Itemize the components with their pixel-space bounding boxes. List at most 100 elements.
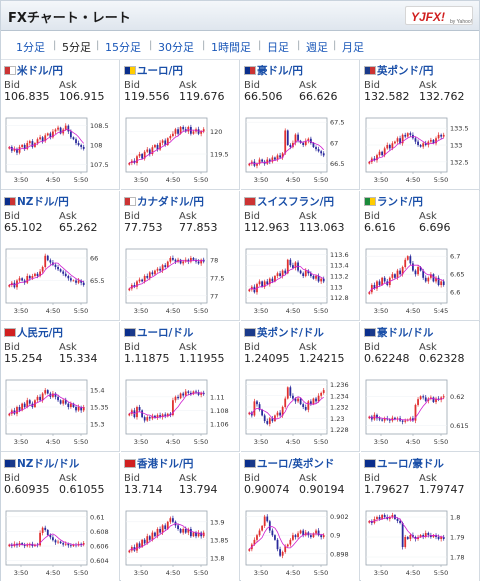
y-tick-label: 0.9 — [330, 532, 340, 540]
pair-name[interactable]: スイスフラン/円 — [244, 194, 334, 209]
candle-body — [299, 270, 302, 274]
candle-body — [276, 539, 279, 550]
candle-body — [376, 414, 378, 419]
candle-body — [388, 419, 391, 421]
candle-body — [427, 533, 430, 535]
candle-body — [401, 523, 404, 547]
candle-body — [41, 137, 44, 142]
candle-body — [406, 537, 409, 539]
yjfx-logo[interactable]: YJFX! by Yahoo! — [405, 6, 473, 25]
candle-body — [422, 143, 425, 147]
y-tick-label: 1.232 — [330, 404, 349, 412]
x-tick-label: 5:50 — [194, 176, 209, 184]
pair-name[interactable]: NZドル/ドル — [4, 456, 79, 471]
tab-7[interactable]: 週足 — [306, 41, 328, 54]
candle-body — [151, 415, 154, 419]
pair-name[interactable]: 英ポンド/ドル — [244, 325, 324, 340]
pair-card[interactable]: 英ポンド/ドル Bid Ask 1.24095 1.24215 1.236 1.234 1.2… — [241, 322, 360, 452]
pair-card[interactable]: カナダドル/円 Bid Ask 77.753 77.853 78 77.5 77 3:50 4:5… — [121, 191, 240, 321]
pair-card[interactable]: ユーロ/英ポンド Bid Ask 0.90074 0.90194 0.902 0.9 0.89… — [241, 453, 360, 581]
candle-body — [286, 259, 289, 274]
pair-card[interactable]: 豪ドル/ドル Bid Ask 0.62248 0.62328 0.62 0.615 3:50 4… — [361, 322, 480, 452]
pair-name[interactable]: ユーロ/ドル — [124, 325, 193, 340]
y-tick-label: 1.236 — [330, 381, 349, 389]
pair-card[interactable]: NZドル/円 Bid Ask 65.102 65.262 66 65.5 3:50 4:50 5:… — [1, 191, 120, 321]
pair-name[interactable]: ユーロ/英ポンド — [244, 456, 334, 471]
candle-body — [200, 259, 203, 264]
pair-name[interactable]: ユーロ/豪ドル — [364, 456, 444, 471]
x-tick-label: 4:50 — [166, 438, 181, 446]
bid-label: Bid — [364, 342, 380, 353]
candle-body — [200, 532, 203, 537]
x-tick-label: 3:50 — [374, 307, 389, 315]
tab-8[interactable]: 月足 — [342, 41, 364, 54]
pair-name-text: カナダドル/円 — [137, 196, 204, 208]
candlestick-chart: 120 119.5 3:50 4:50 5:50 — [125, 117, 229, 184]
candle-body — [54, 393, 57, 397]
tab-6[interactable]: 日足 — [267, 41, 289, 54]
ask-value: 0.62328 — [419, 352, 465, 365]
pair-name[interactable]: ランド/円 — [364, 194, 423, 209]
tab-5[interactable]: 1時間足 — [211, 41, 251, 54]
pair-card[interactable]: NZドル/ドル Bid Ask 0.60935 0.61055 0.61 0.608 0.60… — [1, 453, 120, 581]
flag-icon — [124, 459, 136, 468]
pair-card[interactable]: 人民元/円 Bid Ask 15.254 15.334 15.4 15.35 15.3 3:50… — [1, 322, 120, 452]
candle-body — [261, 281, 264, 287]
pair-card[interactable]: ユーロ/円 Bid Ask 119.556 119.676 120 119.5 3:50 4:5… — [121, 60, 240, 190]
pair-card[interactable]: ユーロ/ドル Bid Ask 1.11875 1.11955 1.11 1.108 1.106… — [121, 322, 240, 452]
y-tick-label: 133 — [450, 142, 462, 150]
pair-card[interactable]: スイスフラン/円 Bid Ask 112.963 113.063 113.6 113.4 11… — [241, 191, 360, 321]
y-tick-label: 0.604 — [90, 557, 109, 565]
pair-card[interactable]: ランド/円 Bid Ask 6.616 6.696 6.7 6.65 6.6 3:50 4:50 5… — [361, 191, 480, 321]
candle-body — [409, 535, 412, 539]
pair-name[interactable]: 米ドル/円 — [4, 63, 63, 78]
x-tick-label: 5:50 — [314, 307, 329, 315]
x-tick-label: 4:50 — [46, 176, 61, 184]
candle-body — [169, 258, 172, 262]
pair-name[interactable]: 豪ドル/円 — [244, 63, 303, 78]
pair-name[interactable]: 豪ドル/ドル — [364, 325, 433, 340]
candle-body — [281, 270, 284, 276]
pair-name[interactable]: 人民元/円 — [4, 325, 63, 340]
ask-value: 1.11955 — [179, 352, 225, 365]
candle-body — [143, 151, 146, 159]
plot-frame — [125, 117, 208, 173]
candle-body — [28, 400, 31, 404]
candle-body — [69, 403, 72, 407]
pair-name[interactable]: 香港ドル/円 — [124, 456, 193, 471]
logo-graphic: YJFX! by Yahoo! — [411, 10, 472, 25]
candle-body — [159, 415, 161, 418]
y-tick-label: 1.8 — [450, 514, 460, 522]
tab-3[interactable]: 15分足 — [105, 41, 141, 54]
pair-card[interactable]: ユーロ/豪ドル Bid Ask 1.79627 1.79747 1.8 1.79 1.78 3:… — [361, 453, 480, 581]
tab-separator: | — [53, 40, 57, 51]
y-tick-label: 119.5 — [210, 151, 229, 159]
x-tick-label: 4:50 — [166, 307, 181, 315]
pair-card[interactable]: 香港ドル/円 Bid Ask 13.714 13.794 13.9 13.85 13.8 3:5… — [121, 453, 240, 581]
candle-body — [184, 391, 187, 396]
x-tick-label: 3:50 — [374, 438, 389, 446]
candle-body — [317, 276, 320, 282]
candle-body — [189, 258, 192, 262]
y-tick-label: 132.5 — [450, 158, 469, 166]
pair-name[interactable]: 英ポンド/円 — [364, 63, 433, 78]
candle-body — [294, 535, 297, 538]
pair-name[interactable]: ユーロ/円 — [124, 63, 183, 78]
x-tick-label: 5:50 — [74, 307, 89, 315]
bid-label: Bid — [364, 473, 380, 484]
tab-2[interactable]: 5分足 — [62, 41, 91, 54]
candle-body — [401, 134, 404, 144]
pair-card[interactable]: 英ポンド/円 Bid Ask 132.582 132.762 133.5 133 132.5 3… — [361, 60, 480, 190]
pair-name[interactable]: NZドル/円 — [4, 194, 69, 209]
pair-card[interactable]: 米ドル/円 Bid Ask 106.835 106.915 108.5 108 107.5 3:… — [1, 60, 120, 190]
tab-4[interactable]: 30分足 — [158, 41, 194, 54]
pair-name[interactable]: カナダドル/円 — [124, 194, 204, 209]
candle-body — [378, 418, 381, 420]
candle-body — [378, 281, 381, 285]
tab-1[interactable]: 1分足 — [16, 41, 45, 54]
x-tick-label: 4:50 — [46, 438, 61, 446]
pair-card[interactable]: 豪ドル/円 Bid Ask 66.506 66.626 67.5 67 66.5 3:50 4:5… — [241, 60, 360, 190]
candle-body — [146, 276, 149, 278]
candle-body — [427, 277, 430, 282]
candle-body — [138, 154, 141, 157]
